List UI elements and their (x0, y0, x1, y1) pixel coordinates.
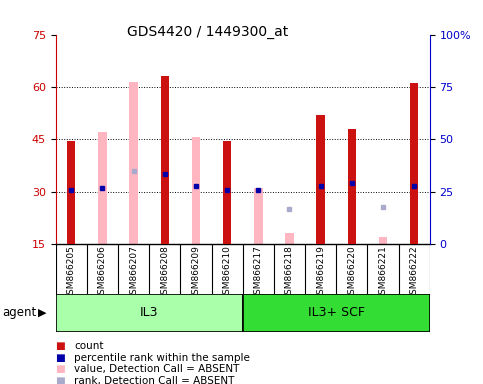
Text: GSM866219: GSM866219 (316, 245, 325, 300)
Bar (223, 141, 231, 244)
Text: GSM866217: GSM866217 (254, 245, 263, 300)
Bar (192, 137, 200, 244)
Text: IL3+ SCF: IL3+ SCF (308, 306, 365, 319)
Text: percentile rank within the sample: percentile rank within the sample (74, 353, 250, 363)
Text: GSM866208: GSM866208 (160, 245, 169, 300)
Text: GSM866207: GSM866207 (129, 245, 138, 300)
Text: value, Detection Call = ABSENT: value, Detection Call = ABSENT (74, 364, 239, 374)
Bar (98, 132, 107, 244)
Text: GSM866218: GSM866218 (285, 245, 294, 300)
Text: GSM866222: GSM866222 (410, 245, 419, 300)
Text: rank, Detection Call = ABSENT: rank, Detection Call = ABSENT (74, 376, 234, 384)
Bar (379, 237, 387, 244)
Bar (316, 115, 325, 244)
Text: GSM866210: GSM866210 (223, 245, 232, 300)
Bar (348, 129, 356, 244)
Bar (285, 233, 294, 244)
Text: ■: ■ (56, 341, 65, 351)
Text: GDS4420 / 1449300_at: GDS4420 / 1449300_at (127, 25, 288, 39)
Bar (410, 83, 418, 244)
Text: IL3: IL3 (140, 306, 158, 319)
Bar (242, 294, 430, 332)
Text: ▶: ▶ (38, 308, 46, 318)
Text: GSM866221: GSM866221 (379, 245, 387, 300)
Text: GSM866220: GSM866220 (347, 245, 356, 300)
Bar (56, 294, 242, 332)
Text: GSM866206: GSM866206 (98, 245, 107, 300)
Text: GSM866205: GSM866205 (67, 245, 76, 300)
Text: GSM866209: GSM866209 (191, 245, 200, 300)
Text: ■: ■ (56, 353, 65, 363)
Text: ■: ■ (56, 364, 65, 374)
Text: ■: ■ (56, 376, 65, 384)
Bar (129, 82, 138, 244)
Bar (67, 141, 75, 244)
Text: count: count (74, 341, 103, 351)
Bar (160, 76, 169, 244)
Bar (254, 188, 263, 244)
Text: agent: agent (2, 306, 37, 319)
